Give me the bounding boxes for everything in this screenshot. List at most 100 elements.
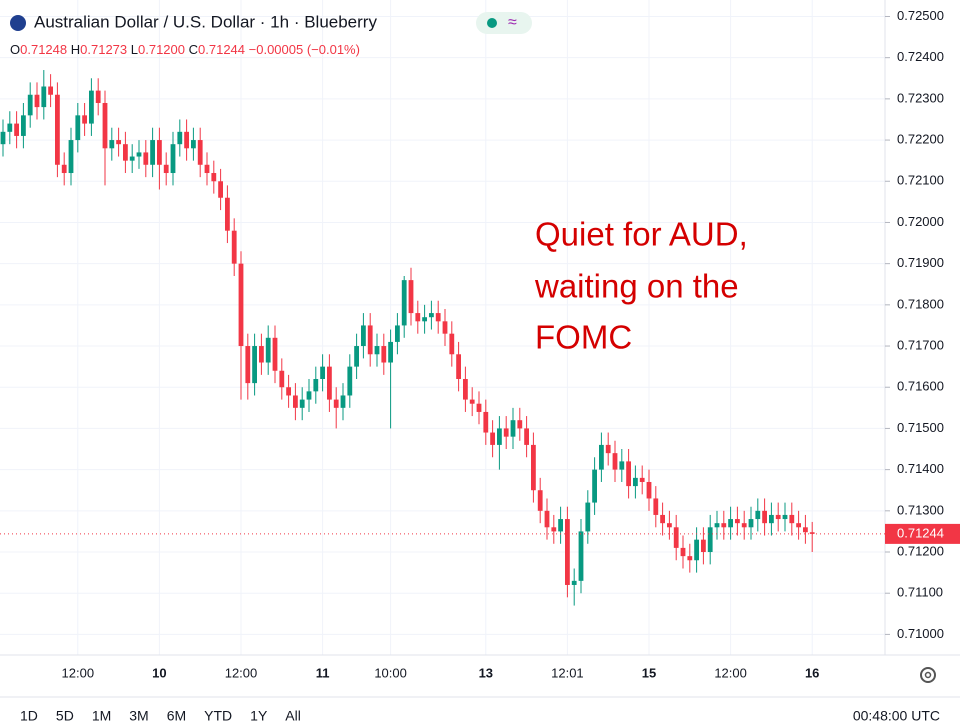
annotation: Quiet for AUD, [535, 216, 748, 253]
settings-icon[interactable] [920, 667, 936, 683]
candle-body [327, 366, 332, 400]
last-price-label: 0.71244 [897, 525, 944, 540]
candle-body [95, 90, 101, 103]
x-tick-label: 12:00 [62, 665, 95, 680]
candle-body [82, 115, 87, 124]
candle-body [585, 502, 591, 532]
candle-body [21, 115, 26, 136]
candle-body [177, 131, 183, 145]
candle-body [123, 144, 128, 161]
candle-body [313, 378, 319, 392]
status-pill[interactable] [476, 12, 532, 34]
candle-body [435, 313, 441, 322]
toolbar: 1D 5D 1M 3M 6M YTD 1Y All [20, 708, 301, 721]
x-tick-label: 12:01 [551, 665, 584, 680]
candle-body [109, 140, 115, 149]
gear-center[interactable] [924, 671, 932, 679]
x-tick-label: 15 [642, 665, 656, 680]
candle-body [646, 481, 652, 499]
candle-body [259, 346, 264, 363]
candle-body [306, 391, 312, 400]
range-button[interactable]: 5D [56, 708, 74, 721]
candle-body [762, 510, 767, 524]
candle-body [75, 115, 81, 141]
candle-body [361, 325, 366, 347]
candle-body [803, 527, 808, 533]
candle-body [395, 325, 400, 342]
candle-body [429, 313, 434, 318]
ohlc-key: C [189, 42, 198, 57]
candle-body [551, 527, 557, 532]
range-button[interactable]: All [285, 708, 301, 721]
x-tick-label: 10:00 [374, 665, 407, 680]
clock: 00:48:00 UTC [853, 708, 940, 721]
range-button[interactable]: 1Y [250, 708, 268, 721]
candle-body [340, 395, 346, 408]
candle-body [605, 444, 611, 454]
candle-body [129, 156, 135, 161]
range-button[interactable]: 6M [167, 708, 186, 721]
candle-body [721, 523, 727, 528]
candle-body [510, 420, 516, 437]
candle-body [707, 527, 713, 553]
candle-body [293, 395, 298, 408]
candle-body [48, 86, 53, 95]
candle-body [714, 523, 720, 528]
ohlc-value: 0.71200 [138, 42, 185, 57]
candle-body [197, 140, 203, 165]
candle-body [347, 366, 353, 396]
candle-body [782, 514, 788, 520]
annotation: waiting on the [534, 268, 739, 305]
x-tick-label: 12:00 [714, 665, 747, 680]
candle-body [279, 370, 285, 388]
candle-body [748, 519, 754, 528]
candle-body [619, 461, 625, 470]
range-button[interactable]: 3M [129, 708, 148, 721]
ohlc-line: O0.71248 H0.71273 L0.71200 C0.71244 −0.0… [10, 42, 360, 57]
ohlc-key: O [10, 42, 20, 57]
candle-body [660, 514, 665, 524]
candle-body [728, 519, 733, 528]
x-tick-label: 12:00 [225, 665, 258, 680]
candle-body [191, 140, 196, 149]
candle-body [157, 140, 162, 165]
range-button[interactable]: 1D [20, 708, 38, 721]
candle-body [231, 230, 237, 264]
candle-body [41, 86, 47, 108]
gear[interactable] [920, 667, 936, 683]
candle-body [789, 514, 795, 524]
candle-body [694, 539, 699, 561]
x-tick-label: 16 [805, 665, 819, 680]
delay-icon[interactable]: ≈ [508, 14, 517, 31]
candle-body [469, 399, 475, 404]
candle-body [55, 94, 60, 165]
range-button[interactable]: 1M [92, 708, 111, 721]
candle-body [442, 321, 448, 334]
ohlc-key: L [131, 42, 138, 57]
candle-body [456, 354, 461, 379]
candle-body [367, 325, 373, 355]
y-tick-label: 0.71600 [897, 379, 944, 394]
chart-title: Australian Dollar / U.S. Dollar · 1h · B… [34, 12, 377, 31]
candle-body [626, 461, 631, 487]
candle-body [701, 539, 706, 553]
candle-body [27, 94, 33, 116]
candle-body [225, 197, 230, 231]
y-tick-label: 0.71000 [897, 626, 944, 641]
x-tick-label: 13 [479, 665, 493, 680]
candle-body [150, 140, 155, 165]
candle-body [422, 317, 427, 322]
candle-body [544, 510, 550, 528]
candle-body [163, 164, 169, 174]
candle-body [476, 403, 482, 412]
candle-body [449, 333, 455, 355]
ohlc-value: 0.71273 [80, 42, 127, 57]
last-price-tag [885, 523, 960, 544]
x-tick-label: 10 [152, 665, 166, 680]
candle-body [381, 346, 387, 363]
range-button[interactable]: YTD [204, 708, 232, 721]
candle-body [599, 444, 604, 470]
candle-body [578, 531, 584, 581]
candle-body [490, 432, 495, 445]
candle-body [775, 514, 781, 520]
